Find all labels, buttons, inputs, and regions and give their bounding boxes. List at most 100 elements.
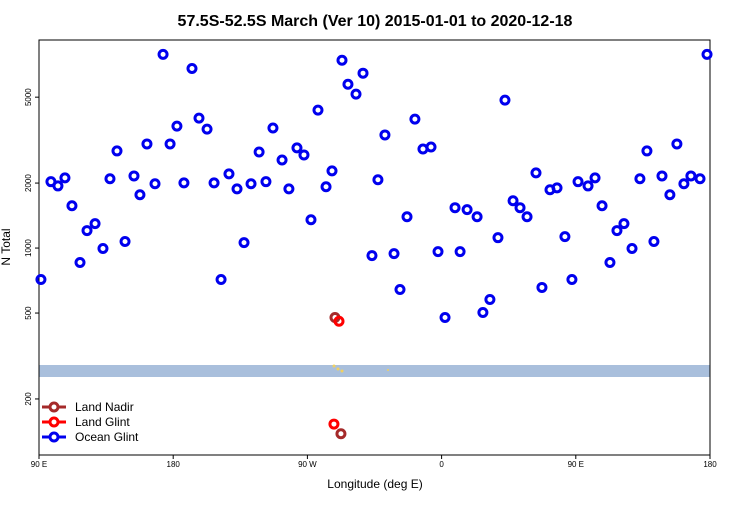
point	[559, 231, 571, 243]
point	[604, 257, 616, 269]
marks	[35, 48, 713, 440]
point	[333, 315, 345, 327]
point	[328, 418, 340, 430]
point	[52, 180, 64, 192]
point	[566, 274, 578, 286]
land-dot	[336, 367, 340, 371]
point	[409, 113, 421, 125]
x-tick-label: 90 E	[31, 460, 47, 469]
point	[618, 218, 630, 230]
legend-label: Ocean Glint	[75, 430, 139, 444]
point	[215, 274, 227, 286]
plot-frame	[38, 39, 711, 456]
point	[572, 176, 584, 188]
legend-label: Land Nadir	[75, 400, 134, 414]
y-tick-label: 1000	[24, 239, 33, 257]
point	[701, 48, 713, 60]
point	[685, 170, 697, 182]
point	[223, 168, 235, 180]
chart-title: 57.5S-52.5S March (Ver 10) 2015-01-01 to…	[178, 13, 573, 30]
point	[253, 146, 265, 158]
point	[171, 120, 183, 132]
point	[157, 48, 169, 60]
point	[231, 183, 243, 195]
point	[507, 195, 519, 207]
point	[484, 293, 496, 305]
point	[59, 172, 71, 184]
point	[193, 112, 205, 124]
point	[66, 200, 78, 212]
point	[582, 180, 594, 192]
point	[81, 225, 93, 237]
point	[305, 214, 317, 226]
point	[514, 202, 526, 214]
point	[276, 154, 288, 166]
land-dot	[340, 369, 344, 373]
point	[372, 174, 384, 186]
point	[401, 211, 413, 223]
point	[492, 232, 504, 244]
point	[312, 104, 324, 116]
point	[245, 178, 257, 190]
legend-marker	[48, 401, 60, 413]
x-tick-label: 0	[439, 460, 444, 469]
point	[664, 189, 676, 201]
point	[694, 173, 706, 185]
point	[336, 54, 348, 66]
point	[238, 237, 250, 249]
point	[530, 167, 542, 179]
point	[201, 123, 213, 135]
point	[366, 250, 378, 262]
point	[267, 122, 279, 134]
point	[521, 211, 533, 223]
point	[134, 189, 146, 201]
point	[283, 183, 295, 195]
legend-marker	[48, 431, 60, 443]
point	[260, 176, 272, 188]
point	[350, 88, 362, 100]
point	[449, 202, 461, 214]
y-tick-label: 200	[24, 392, 33, 406]
point	[499, 94, 511, 106]
land-dot	[332, 364, 336, 368]
y-tick-label: 500	[24, 306, 33, 320]
point	[186, 62, 198, 74]
point	[394, 283, 406, 295]
y-tick-label: 5000	[24, 88, 33, 106]
x-tick-label: 90 E	[568, 460, 584, 469]
point	[342, 78, 354, 90]
y-axis-label: N Total	[0, 228, 13, 265]
point	[164, 138, 176, 150]
point	[111, 145, 123, 157]
point	[291, 142, 303, 154]
point	[454, 246, 466, 258]
x-axis-label: Longitude (deg E)	[327, 477, 422, 491]
point	[35, 274, 47, 286]
point	[74, 257, 86, 269]
point	[326, 165, 338, 177]
point	[208, 177, 220, 189]
point	[97, 243, 109, 255]
point	[149, 178, 161, 190]
point	[128, 170, 140, 182]
x-tick-label: 180	[167, 460, 181, 469]
point	[335, 428, 347, 440]
point	[656, 170, 668, 182]
point	[461, 204, 473, 216]
point	[388, 248, 400, 260]
land-dot	[387, 369, 389, 371]
legend-marker	[48, 416, 60, 428]
point	[425, 141, 437, 153]
point	[104, 173, 116, 185]
point	[357, 67, 369, 79]
point	[671, 138, 683, 150]
y-tick-label: 2000	[24, 174, 33, 192]
point	[641, 145, 653, 157]
point	[432, 246, 444, 258]
point	[611, 225, 623, 237]
x-tick-label: 90 W	[298, 460, 317, 469]
point	[320, 181, 332, 193]
point	[89, 218, 101, 230]
point	[678, 178, 690, 190]
